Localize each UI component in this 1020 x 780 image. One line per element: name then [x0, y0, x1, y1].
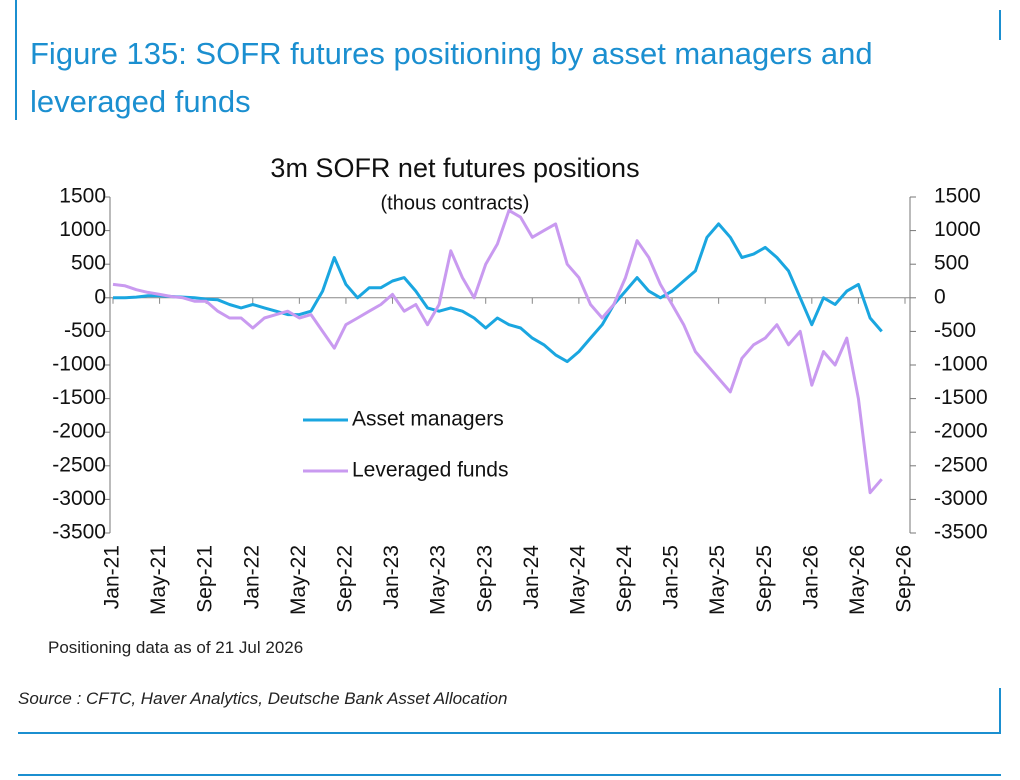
y-tick-label: -3500 [52, 521, 106, 544]
legend-label: Leveraged funds [352, 459, 508, 482]
x-tick-label: Sep-22 [333, 545, 356, 613]
y2-tick-label: -1000 [934, 353, 988, 376]
y-tick-label: -500 [64, 319, 106, 342]
x-tick-label: May-21 [147, 545, 170, 615]
chart-subtitle: (thous contracts) [381, 192, 530, 214]
y2-tick-label: 500 [934, 252, 969, 275]
x-tick-label: Jan-21 [101, 545, 124, 609]
y-tick-label: -3000 [52, 487, 106, 510]
x-tick-label: May-23 [427, 545, 450, 615]
x-tick-label: Jan-22 [240, 545, 263, 609]
x-tick-label: Jan-24 [520, 545, 543, 610]
y2-tick-label: -500 [934, 319, 976, 342]
y2-tick-label: -1500 [934, 386, 988, 409]
legend-label: Asset managers [352, 408, 504, 431]
x-tick-label: Sep-24 [613, 545, 636, 613]
figure-title: Figure 135: SOFR futures positioning by … [30, 36, 873, 119]
x-tick-label: Jan-23 [380, 545, 403, 609]
y2-tick-label: 1000 [934, 218, 981, 241]
x-tick-label: Sep-23 [473, 545, 496, 613]
y-tick-label: 500 [71, 252, 106, 275]
y2-tick-label: 0 [934, 285, 946, 308]
series-line [112, 208, 883, 495]
x-tick-label: May-22 [287, 545, 310, 615]
x-tick-label: May-26 [846, 545, 869, 615]
y2-tick-label: -2000 [934, 420, 988, 443]
series-line [113, 222, 883, 364]
y-tick-label: -2500 [52, 453, 106, 476]
y-tick-label: 0 [94, 285, 106, 308]
y-tick-label: -1500 [52, 386, 106, 409]
source: Source : CFTC, Haver Analytics, Deutsche… [18, 689, 508, 708]
x-tick-label: Jan-26 [799, 545, 822, 609]
x-tick-label: Sep-25 [753, 545, 776, 613]
y2-tick-label: -3500 [934, 521, 988, 544]
y-tick-label: 1000 [59, 218, 106, 241]
chart-title: 3m SOFR net futures positions [270, 153, 639, 183]
footnote: Positioning data as of 21 Jul 2026 [48, 638, 304, 657]
x-tick-label: Sep-26 [893, 545, 916, 613]
y-tick-label: -1000 [52, 353, 106, 376]
y-tick-label: 1500 [59, 185, 106, 208]
x-tick-label: May-25 [706, 545, 729, 615]
y-tick-label: -2000 [52, 420, 106, 443]
x-tick-label: May-24 [566, 545, 589, 615]
x-tick-label: Jan-25 [660, 545, 683, 609]
y2-tick-label: -3000 [934, 487, 988, 510]
y2-tick-label: 1500 [934, 185, 981, 208]
y2-tick-label: -2500 [934, 453, 988, 476]
x-tick-label: Sep-21 [194, 545, 217, 613]
